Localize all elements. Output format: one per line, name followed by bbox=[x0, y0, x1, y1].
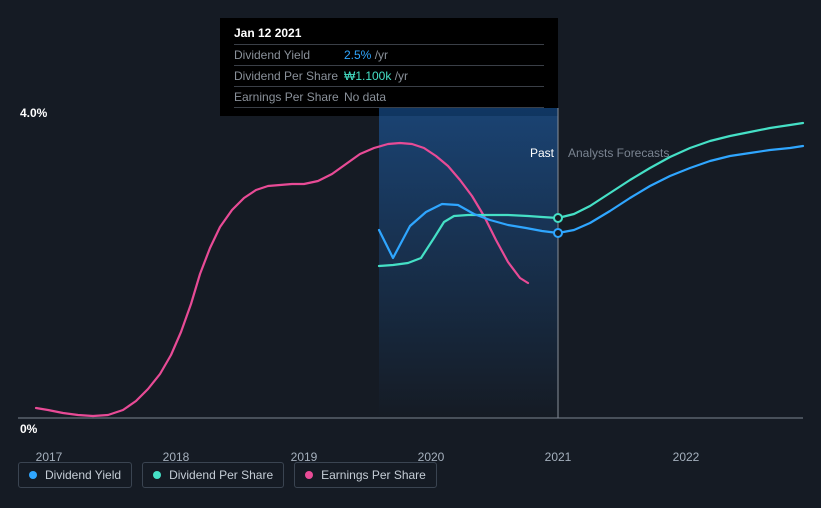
tooltip-row-eps: Earnings Per Share No data bbox=[234, 87, 544, 108]
tooltip-value: No data bbox=[344, 90, 386, 104]
legend-item-dividend-yield[interactable]: Dividend Yield bbox=[18, 462, 132, 488]
legend-dot-icon bbox=[305, 471, 313, 479]
past-label: Past bbox=[530, 146, 554, 160]
legend-dot-icon bbox=[153, 471, 161, 479]
x-axis-tick: 2021 bbox=[545, 450, 572, 464]
legend-item-dividend-per-share[interactable]: Dividend Per Share bbox=[142, 462, 284, 488]
tooltip-label: Earnings Per Share bbox=[234, 90, 344, 104]
tooltip-label: Dividend Per Share bbox=[234, 69, 344, 83]
legend-item-earnings-per-share[interactable]: Earnings Per Share bbox=[294, 462, 437, 488]
tooltip-date: Jan 12 2021 bbox=[234, 26, 544, 45]
plot-area[interactable] bbox=[18, 108, 803, 438]
x-axis-tick: 2022 bbox=[673, 450, 700, 464]
legend-label: Earnings Per Share bbox=[321, 468, 426, 482]
legend-label: Dividend Per Share bbox=[169, 468, 273, 482]
tooltip-label: Dividend Yield bbox=[234, 48, 344, 62]
chart-svg bbox=[18, 108, 803, 438]
forecast-label: Analysts Forecasts bbox=[568, 146, 669, 160]
dividend-chart: Jan 12 2021 Dividend Yield 2.5% /yr Divi… bbox=[18, 18, 803, 488]
legend-dot-icon bbox=[29, 471, 37, 479]
tooltip-value: 2.5% bbox=[344, 48, 371, 62]
chart-legend: Dividend Yield Dividend Per Share Earnin… bbox=[18, 462, 437, 488]
chart-tooltip: Jan 12 2021 Dividend Yield 2.5% /yr Divi… bbox=[220, 18, 558, 116]
tooltip-row-dps: Dividend Per Share ₩1.100k /yr bbox=[234, 66, 544, 87]
tooltip-value: ₩1.100k bbox=[344, 69, 391, 83]
legend-label: Dividend Yield bbox=[45, 468, 121, 482]
tooltip-row-yield: Dividend Yield 2.5% /yr bbox=[234, 45, 544, 66]
